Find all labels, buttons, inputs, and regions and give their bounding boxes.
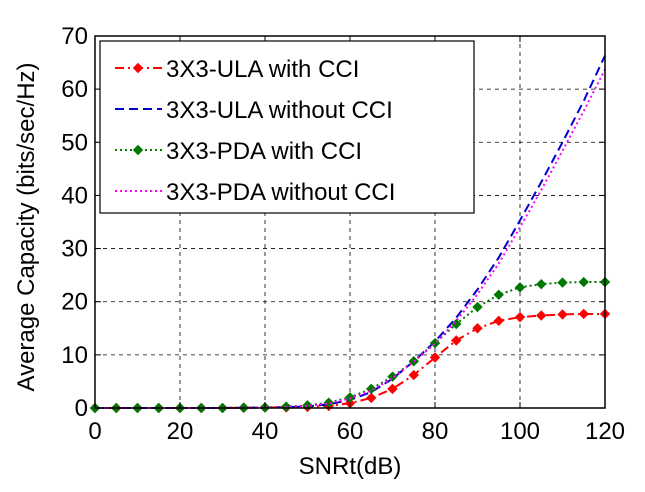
legend-box bbox=[99, 40, 475, 214]
y-tick-label: 20 bbox=[61, 289, 88, 316]
y-tick-label: 50 bbox=[61, 129, 88, 156]
data-point bbox=[451, 335, 462, 346]
data-point bbox=[493, 315, 504, 327]
data-point bbox=[451, 318, 462, 330]
legend: 3X3-ULA with CCI 3X3-ULA without CCI 3X3-P… bbox=[99, 40, 475, 214]
legend-marker bbox=[132, 62, 144, 74]
legend-marker bbox=[132, 144, 144, 156]
data-point bbox=[493, 289, 504, 301]
legend-label: 3X3-PDA with CCI bbox=[166, 138, 362, 165]
y-tick-label: 60 bbox=[61, 76, 88, 103]
x-tick-label: 20 bbox=[167, 418, 194, 445]
data-point bbox=[302, 400, 313, 411]
data-point bbox=[472, 301, 483, 313]
y-tick-label: 0 bbox=[75, 395, 88, 422]
data-point bbox=[323, 397, 334, 408]
data-point bbox=[514, 311, 526, 323]
data-point bbox=[557, 277, 568, 288]
x-axis-label: SNRt(dB) bbox=[299, 453, 402, 480]
x-tick-label: 80 bbox=[422, 418, 449, 445]
data-point bbox=[387, 371, 398, 382]
data-point bbox=[557, 309, 568, 320]
data-point bbox=[514, 282, 526, 293]
y-axis-label: Average Capacity (bits/sec/Hz) bbox=[13, 62, 40, 391]
data-point bbox=[408, 369, 419, 381]
data-point bbox=[536, 278, 547, 290]
legend-label: 3X3-ULA without CCI bbox=[166, 97, 393, 124]
x-tick-label: 60 bbox=[337, 418, 364, 445]
data-point bbox=[578, 276, 589, 288]
y-tick-label: 10 bbox=[61, 342, 88, 369]
data-point bbox=[578, 308, 589, 320]
data-point bbox=[536, 310, 547, 321]
y-tick-label: 40 bbox=[61, 182, 88, 209]
data-point bbox=[366, 383, 377, 395]
x-tick-label: 120 bbox=[585, 418, 625, 445]
y-tick-label: 30 bbox=[61, 236, 88, 263]
x-tick-label: 40 bbox=[252, 418, 279, 445]
data-point bbox=[429, 352, 441, 363]
legend-label: 3X3-PDA without CCI bbox=[166, 179, 395, 206]
x-tick-label: 100 bbox=[500, 418, 540, 445]
y-tick-label: 70 bbox=[61, 23, 88, 50]
legend-label: 3X3-ULA with CCI bbox=[166, 56, 359, 83]
data-point bbox=[472, 323, 483, 334]
data-point bbox=[387, 383, 398, 395]
x-tick-label: 0 bbox=[88, 418, 101, 445]
tick-layer: 0 20 40 60 80 100 120 0 10 20 30 40 50 60 70 bbox=[61, 23, 625, 445]
data-point bbox=[366, 392, 377, 404]
